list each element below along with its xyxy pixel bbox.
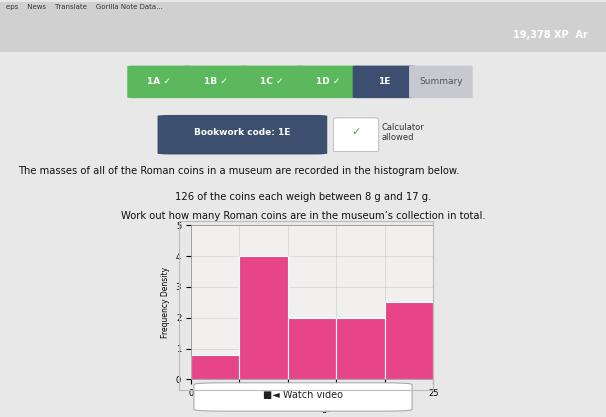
FancyBboxPatch shape [194,383,412,411]
Text: 19,378 XP  Ar: 19,378 XP Ar [513,30,588,40]
FancyBboxPatch shape [127,65,191,98]
FancyBboxPatch shape [333,118,379,151]
Text: 1B ✓: 1B ✓ [204,77,227,86]
Text: Calculator
allowed: Calculator allowed [382,123,425,142]
Bar [336,318,385,379]
Bar [191,355,239,379]
Text: 1C ✓: 1C ✓ [260,77,284,86]
Text: eps    News    Translate    Gorilla Note Data...: eps News Translate Gorilla Note Data... [6,4,163,10]
Y-axis label: Frequency Density: Frequency Density [161,267,170,338]
Text: Bookwork code: 1E: Bookwork code: 1E [194,128,291,137]
Text: ■◄ Watch video: ■◄ Watch video [263,390,343,400]
Text: ✓: ✓ [351,128,361,138]
Text: 1A ✓: 1A ✓ [147,77,171,86]
FancyBboxPatch shape [158,115,327,154]
X-axis label: Mass (g): Mass (g) [293,404,331,413]
Bar [288,318,336,379]
FancyBboxPatch shape [409,65,473,98]
FancyBboxPatch shape [353,65,416,98]
Text: 1E: 1E [378,77,391,86]
Text: The masses of all of the Roman coins in a museum are recorded in the histogram b: The masses of all of the Roman coins in … [18,166,459,176]
Bar [385,302,433,379]
Text: Summary: Summary [419,77,462,86]
FancyBboxPatch shape [296,65,360,98]
FancyBboxPatch shape [240,65,304,98]
Text: Work out how many Roman coins are in the museum’s collection in total.: Work out how many Roman coins are in the… [121,211,485,221]
Text: 1D ✓: 1D ✓ [316,77,341,86]
FancyBboxPatch shape [184,65,247,98]
Text: 126 of the coins each weigh between 8 g and 17 g.: 126 of the coins each weigh between 8 g … [175,192,431,202]
Bar [239,256,288,379]
